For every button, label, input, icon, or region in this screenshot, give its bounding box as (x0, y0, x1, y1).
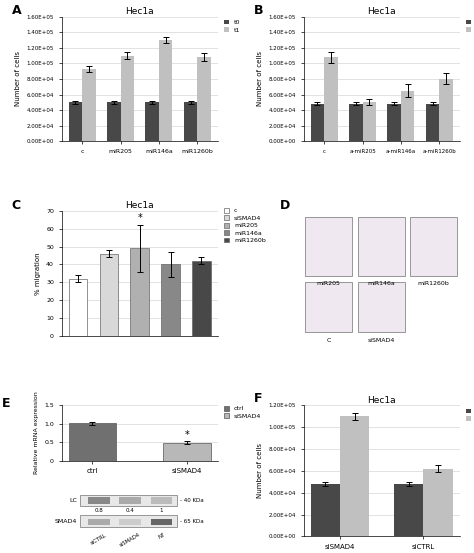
Bar (426, 104, 439, 142)
Bar (324, 57, 337, 142)
Bar (161, 264, 180, 336)
Bar (88, 519, 110, 525)
Text: A: A (12, 4, 21, 17)
Y-axis label: Number of cells: Number of cells (257, 51, 263, 106)
Title: Hec1a: Hec1a (126, 201, 154, 210)
Text: siCTRL: siCTRL (90, 533, 108, 546)
Legend: c, siSMAD4, miR205, miR146a, miR1260b: c, siSMAD4, miR205, miR146a, miR1260b (224, 208, 266, 243)
Title: Hec1a: Hec1a (367, 396, 396, 405)
Title: Hec1a: Hec1a (126, 7, 154, 16)
Legend: t0, t1: t0, t1 (224, 20, 240, 33)
Legend: t0, t1: t0, t1 (466, 20, 474, 33)
Bar (311, 484, 340, 536)
Text: 0.8: 0.8 (95, 508, 103, 513)
Bar (164, 443, 210, 461)
Bar (192, 261, 210, 336)
Bar (358, 217, 405, 276)
Bar (410, 217, 456, 276)
Text: B: B (254, 4, 263, 17)
Bar (120, 55, 134, 142)
Bar (311, 104, 324, 142)
Bar (81, 515, 177, 528)
Text: C: C (327, 338, 331, 343)
Bar (82, 69, 96, 142)
Text: 1: 1 (160, 508, 164, 513)
Legend: t0, t1: t0, t1 (466, 409, 474, 421)
Bar (159, 40, 173, 142)
Text: miR1260b: miR1260b (418, 281, 449, 286)
Y-axis label: Number of cells: Number of cells (15, 51, 21, 106)
Text: siSMAD4: siSMAD4 (368, 338, 395, 343)
Bar (305, 217, 352, 276)
Bar (69, 423, 116, 461)
Y-axis label: Number of cells: Number of cells (257, 444, 263, 498)
Legend: ctrl, siSMAD4: ctrl, siSMAD4 (224, 406, 261, 419)
Bar (363, 102, 376, 142)
Text: siSMAD4: siSMAD4 (119, 533, 142, 549)
Bar (387, 104, 401, 142)
Text: LC: LC (69, 498, 77, 503)
Bar (81, 495, 177, 505)
Bar (394, 484, 423, 536)
Bar (119, 519, 141, 525)
Text: D: D (280, 199, 291, 212)
Bar (119, 497, 141, 504)
Y-axis label: Relative mRNA expression: Relative mRNA expression (34, 392, 39, 474)
Title: Hec1a: Hec1a (367, 7, 396, 16)
Bar (340, 416, 369, 536)
Text: miR205: miR205 (317, 281, 340, 286)
Bar (305, 282, 352, 332)
Text: - 40 KDa: - 40 KDa (180, 498, 204, 503)
Bar (69, 102, 82, 142)
Text: NT: NT (157, 533, 166, 540)
Bar (349, 104, 363, 142)
Bar (439, 79, 453, 142)
Text: - 65 KDa: - 65 KDa (180, 519, 204, 524)
Text: miR146a: miR146a (368, 281, 396, 286)
Text: SMAD4: SMAD4 (55, 519, 77, 524)
Text: F: F (254, 393, 262, 405)
Bar (69, 279, 87, 336)
Text: 0.4: 0.4 (126, 508, 135, 513)
Text: E: E (2, 397, 11, 410)
Bar (197, 57, 210, 142)
Bar (151, 519, 173, 525)
Bar (423, 469, 453, 536)
Bar (184, 102, 197, 142)
Text: *: * (185, 430, 190, 440)
Bar (401, 91, 414, 142)
Bar (100, 254, 118, 336)
Bar (130, 248, 149, 336)
Bar (146, 102, 159, 142)
Text: C: C (12, 199, 21, 212)
Bar (358, 282, 405, 332)
Y-axis label: % migration: % migration (35, 252, 41, 295)
Text: *: * (137, 212, 142, 223)
Bar (88, 497, 110, 504)
Bar (151, 497, 173, 504)
Bar (107, 102, 120, 142)
